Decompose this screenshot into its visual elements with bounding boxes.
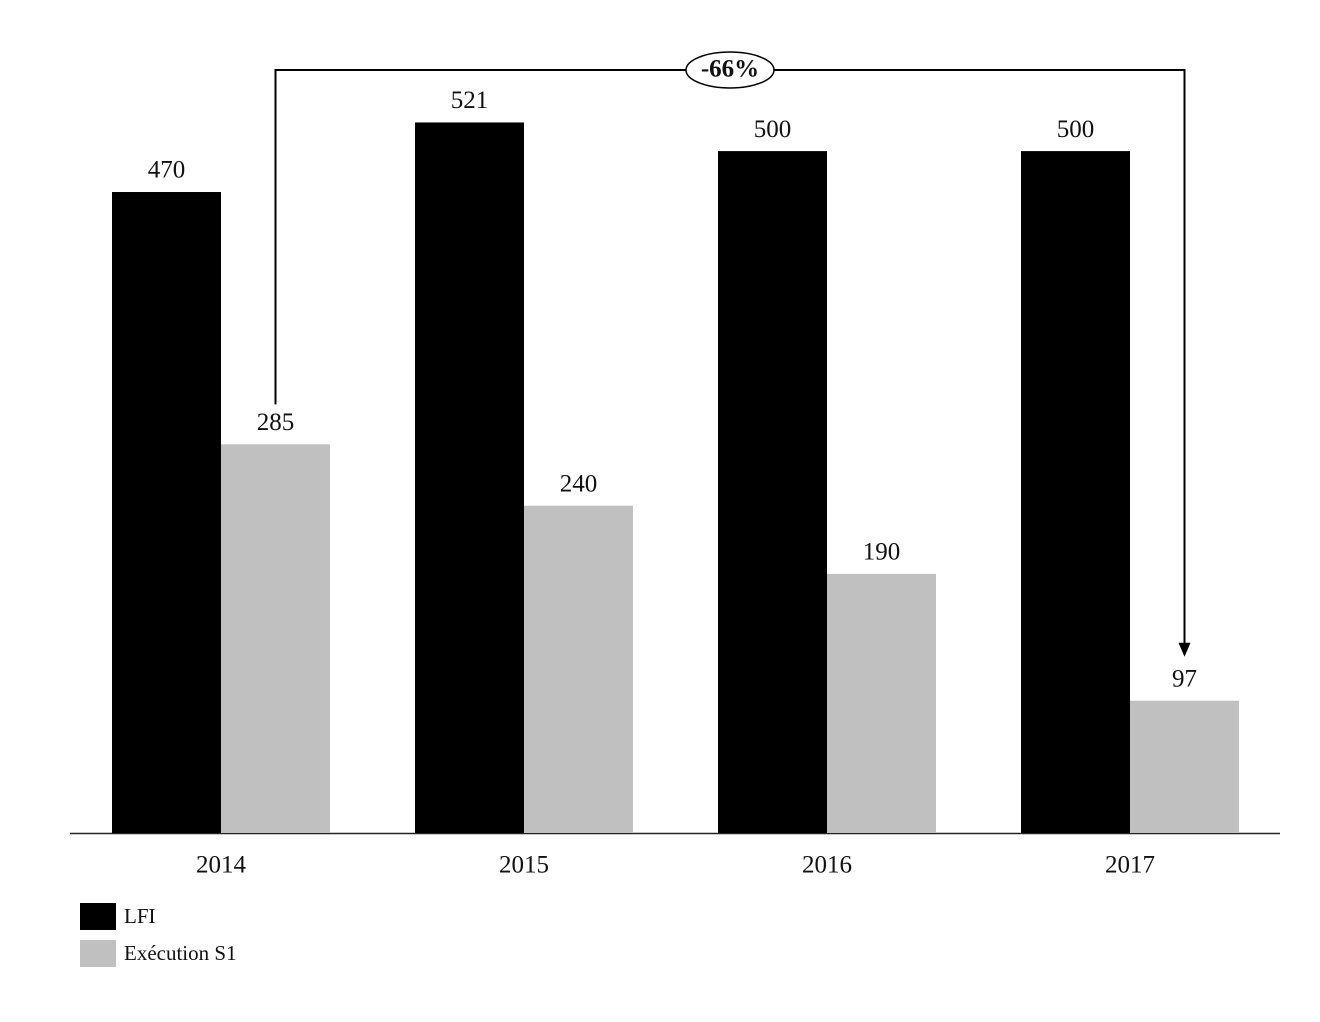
bar xyxy=(524,505,633,833)
value-label: 521 xyxy=(451,87,489,114)
value-label: 285 xyxy=(257,409,295,436)
bar xyxy=(1130,700,1239,833)
x-tick-label: 2017 xyxy=(1105,852,1155,879)
legend-swatch xyxy=(80,903,116,930)
legend-label: Exécution S1 xyxy=(124,941,237,965)
legend-label: LFI xyxy=(124,904,156,928)
x-tick-label: 2015 xyxy=(499,852,549,879)
value-label: 240 xyxy=(560,470,598,497)
x-tick-label: 2014 xyxy=(196,852,247,879)
bar xyxy=(221,444,330,833)
bar xyxy=(1021,151,1130,834)
annotation-bubble xyxy=(685,51,775,89)
legend-swatch xyxy=(80,940,116,967)
bar xyxy=(718,151,827,834)
annotation: -66% xyxy=(701,56,759,83)
value-label: 500 xyxy=(1057,116,1095,143)
value-label: 190 xyxy=(863,539,901,566)
value-label: 500 xyxy=(754,116,792,143)
x-tick-label: 2016 xyxy=(802,852,852,879)
bar xyxy=(827,573,936,833)
arrow-head xyxy=(1178,642,1191,657)
value-label: 470 xyxy=(148,157,186,184)
bar xyxy=(415,122,524,833)
value-label: 97 xyxy=(1172,665,1197,692)
bar xyxy=(112,192,221,833)
